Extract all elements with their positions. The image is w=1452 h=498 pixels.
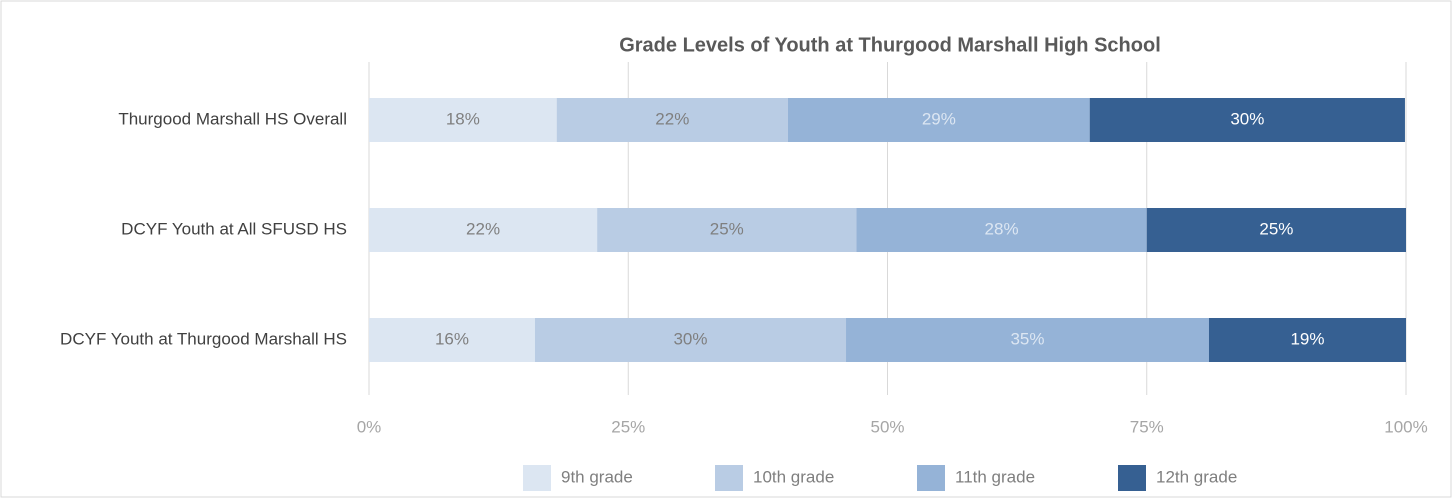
y-tick-label: Thurgood Marshall HS Overall [118,109,347,128]
bar-segment [534,318,847,362]
bar-segment [556,98,788,142]
legend-label: 12th grade [1156,467,1237,486]
legend-swatch [1118,465,1146,491]
bar-segment [1146,208,1406,252]
bar-segment [846,318,1209,362]
bar-segment [856,208,1147,252]
data-label: 35% [1010,329,1044,348]
data-label: 30% [1230,109,1264,128]
legend-label: 11th grade [955,467,1035,486]
data-label: 28% [985,219,1019,238]
legend-swatch [523,465,551,491]
data-label: 22% [466,219,500,238]
legend-swatch [715,465,743,491]
data-label: 30% [673,329,707,348]
bar-segment [1208,318,1406,362]
bar-segment [369,318,535,362]
bar-segment [369,98,557,142]
data-label: 19% [1290,329,1324,348]
y-tick-label: DCYF Youth at Thurgood Marshall HS [60,329,347,348]
y-tick-label: DCYF Youth at All SFUSD HS [121,219,347,238]
bar-segment [597,208,857,252]
data-label: 22% [655,109,689,128]
data-label: 25% [710,219,744,238]
legend-swatch [917,465,945,491]
chart-title: Grade Levels of Youth at Thurgood Marsha… [619,34,1161,56]
x-tick-label: 100% [1384,417,1427,436]
x-tick-label: 75% [1130,417,1164,436]
legend-label: 10th grade [753,467,834,486]
bar-segment [369,208,598,252]
x-tick-label: 0% [357,417,382,436]
data-label: 25% [1259,219,1293,238]
bar-segment [1089,98,1405,142]
data-label: 29% [922,109,956,128]
x-tick-label: 50% [870,417,904,436]
x-tick-label: 25% [611,417,645,436]
bar-segment [787,98,1090,142]
legend-label: 9th grade [561,467,633,486]
data-label: 16% [435,329,469,348]
data-label: 18% [446,109,480,128]
